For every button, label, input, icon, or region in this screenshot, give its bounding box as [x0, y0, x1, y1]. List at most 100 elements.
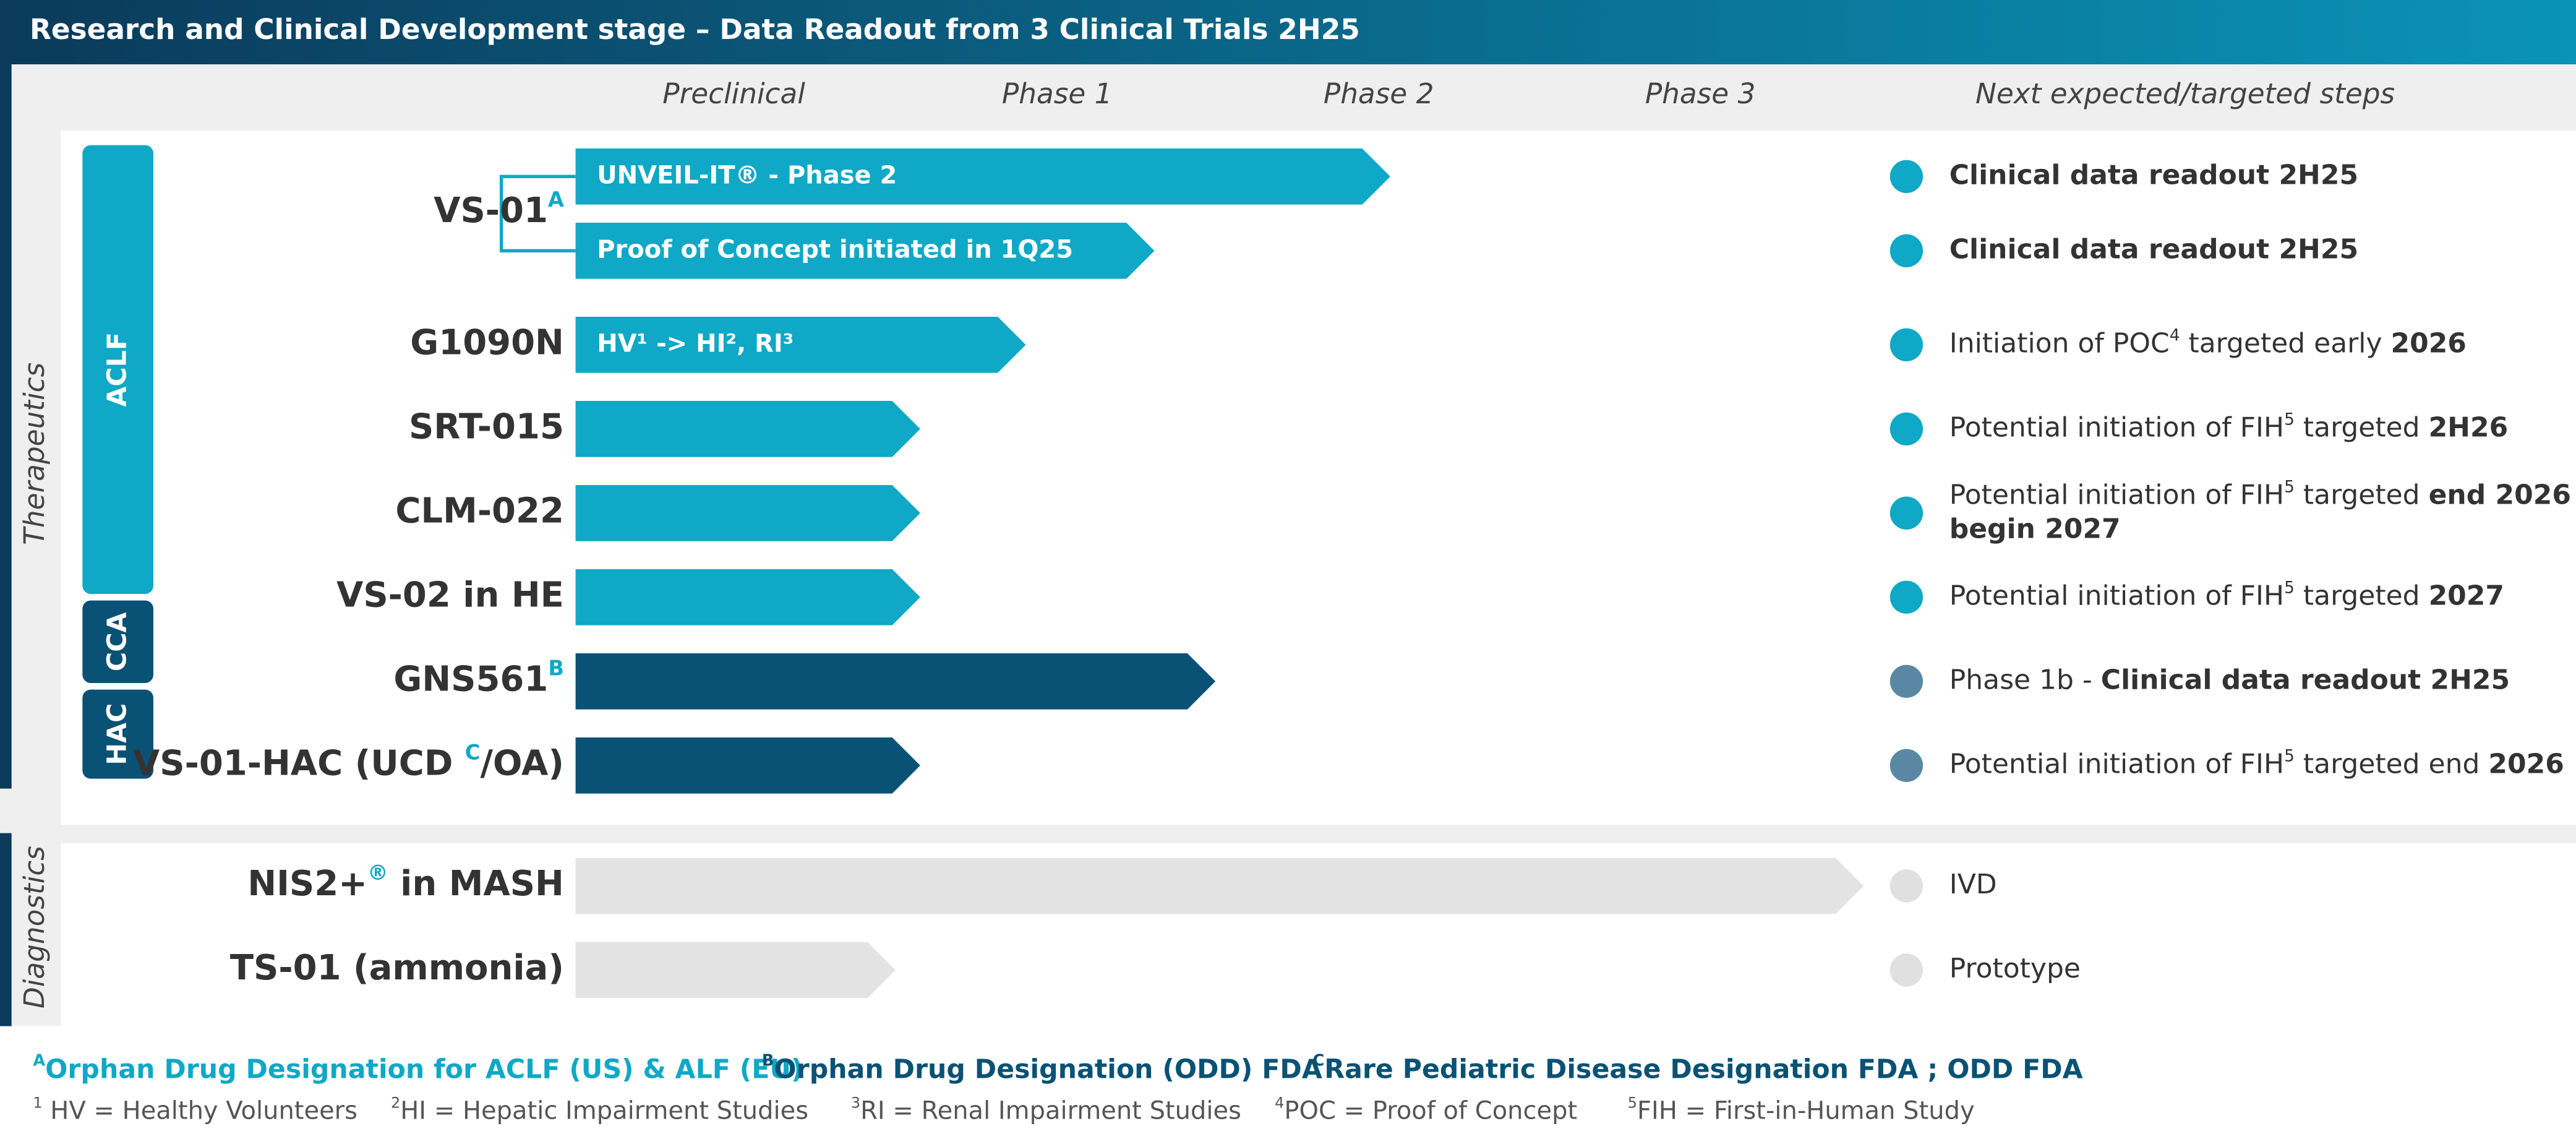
text-part: CLM-022 [395, 491, 564, 531]
row-label: CLM-022 [395, 491, 564, 531]
text-part: SRT-015 [409, 406, 564, 447]
legend-note: AOrphan Drug Designation for ACLF (US) &… [33, 1052, 803, 1085]
text-part: Phase 1b - [1949, 664, 2101, 695]
text-part: 2027 [2429, 580, 2504, 611]
pipeline-bar [575, 942, 896, 999]
status-dot [1889, 664, 1923, 698]
next-step: Potential initiation of FIH5 targeted 2H… [1949, 410, 2508, 444]
row-label: GNS561B [393, 656, 564, 699]
text-part: Rare Pediatric Disease Designation FDA ;… [1324, 1054, 2082, 1085]
text-part: 5 [1628, 1094, 1637, 1111]
text-part: VS-01-HAC (UCD [133, 743, 465, 783]
group-label: ACLF [101, 332, 132, 407]
column-header: Phase 1 [1002, 77, 1113, 110]
text-part: B [548, 656, 564, 680]
column-header: Preclinical [662, 77, 805, 110]
next-step: IVD [1949, 869, 1997, 900]
status-dot [1889, 953, 1923, 987]
text-part: ® [367, 861, 388, 885]
status-dot [1889, 412, 1923, 445]
text-part: Potential initiation of FIH [1949, 748, 2284, 780]
next-step: Potential initiation of FIH5 targeted 20… [1949, 578, 2504, 612]
status-dot [1889, 869, 1923, 903]
group-box [82, 145, 153, 594]
text-part: 3 [851, 1094, 860, 1111]
column-header: Next expected/targeted steps [1975, 77, 2395, 110]
pipeline-bar [575, 148, 1390, 205]
text-part: FIH = First-in-Human Study [1637, 1096, 1975, 1125]
text-part: A [33, 1052, 45, 1070]
bar-text: UNVEIL-IT® - Phase 2 [597, 161, 897, 189]
text-part: Clinical data readout 2H25 [1949, 159, 2358, 191]
section-strip [0, 833, 12, 1026]
footnote: 1 HV = Healthy Volunteers [33, 1094, 357, 1125]
text-part: end 2026 – [2429, 479, 2576, 511]
group-box [82, 689, 153, 779]
row-label: TS-01 (ammonia) [230, 948, 564, 988]
group-label: CCA [101, 612, 132, 671]
legend-note: CRare Pediatric Disease Designation FDA … [1312, 1052, 2082, 1085]
text-part: RI = Renal Impairment Studies [860, 1096, 1241, 1125]
pipeline-bar [575, 857, 1864, 914]
text-part: Potential initiation of FIH [1949, 580, 2284, 611]
text-part: Potential initiation of FIH [1949, 411, 2284, 443]
text-part: VS-02 in HE [336, 575, 564, 615]
therapeutics-panel [61, 130, 2576, 825]
text-part: 2026 [2390, 327, 2466, 359]
next-step: Initiation of POC4 targeted early 2026 [1949, 326, 2467, 359]
text-part: 4 [1275, 1094, 1284, 1111]
text-part: targeted [2295, 479, 2429, 511]
pipeline-bar [575, 316, 1026, 373]
text-part: 5 [2284, 578, 2295, 597]
next-step: Potential initiation of FIH5 targeted en… [1949, 478, 2576, 544]
footnote: 2HI = Hepatic Impairment Studies [391, 1094, 808, 1125]
text-part: targeted early [2180, 327, 2390, 359]
pipeline-bar [575, 222, 1155, 279]
status-dot [1889, 496, 1923, 530]
status-dot [1889, 580, 1923, 614]
row-label: VS-01-HAC (UCD C/OA) [133, 740, 564, 783]
pipeline-bar [575, 653, 1216, 710]
text-part: HI = Hepatic Impairment Studies [400, 1096, 808, 1125]
next-step: Clinical data readout 2H25 [1949, 233, 2358, 265]
next-step: Phase 1b - Clinical data readout 2H25 [1949, 664, 2510, 695]
connector [499, 174, 576, 252]
section-label: Therapeutics [18, 363, 51, 545]
text-part: TS-01 (ammonia) [230, 948, 564, 988]
status-dot [1889, 234, 1923, 267]
text-part: begin 2027 [1949, 514, 2121, 545]
status-dot [1889, 749, 1923, 782]
text-part: 4 [2170, 326, 2180, 345]
text-part: VS-01 [434, 191, 548, 231]
next-step: Potential initiation of FIH5 targeted en… [1949, 747, 2564, 780]
text-part: Potential initiation of FIH [1949, 479, 2284, 511]
text-part: B [762, 1052, 774, 1070]
pipeline-bar [575, 400, 920, 457]
text-part: POC = Proof of Concept [1284, 1096, 1577, 1125]
text-part: HV = Healthy Volunteers [43, 1096, 357, 1125]
text-part: Orphan Drug Designation for ACLF (US) & … [45, 1054, 803, 1085]
text-part: Orphan Drug Designation (ODD) FDA [774, 1054, 1322, 1085]
group-box [82, 600, 153, 683]
section-strip [0, 64, 12, 789]
header-bar [0, 0, 2576, 64]
row-label: NIS2+® in MASH [247, 861, 564, 904]
text-part: 5 [2284, 410, 2295, 429]
bar-text: HV¹ -> HI², RI³ [597, 329, 794, 358]
text-part: IVD [1949, 869, 1997, 900]
text-part: C [465, 740, 481, 764]
text-part: 5 [2284, 478, 2295, 496]
text-part: G1090N [410, 322, 564, 363]
text-part: NIS2+ [247, 864, 367, 904]
section-label: Diagnostics [18, 846, 51, 1008]
text-part: 2 [391, 1094, 400, 1111]
pipeline-bar [575, 569, 920, 625]
text-part: GNS561 [393, 659, 548, 699]
text-part: Initiation of POC [1949, 327, 2170, 359]
row-label: VS-02 in HE [336, 575, 564, 615]
text-part: C [1312, 1052, 1324, 1070]
column-header: Phase 2 [1324, 77, 1434, 110]
text-part: 2026 [2488, 748, 2564, 780]
